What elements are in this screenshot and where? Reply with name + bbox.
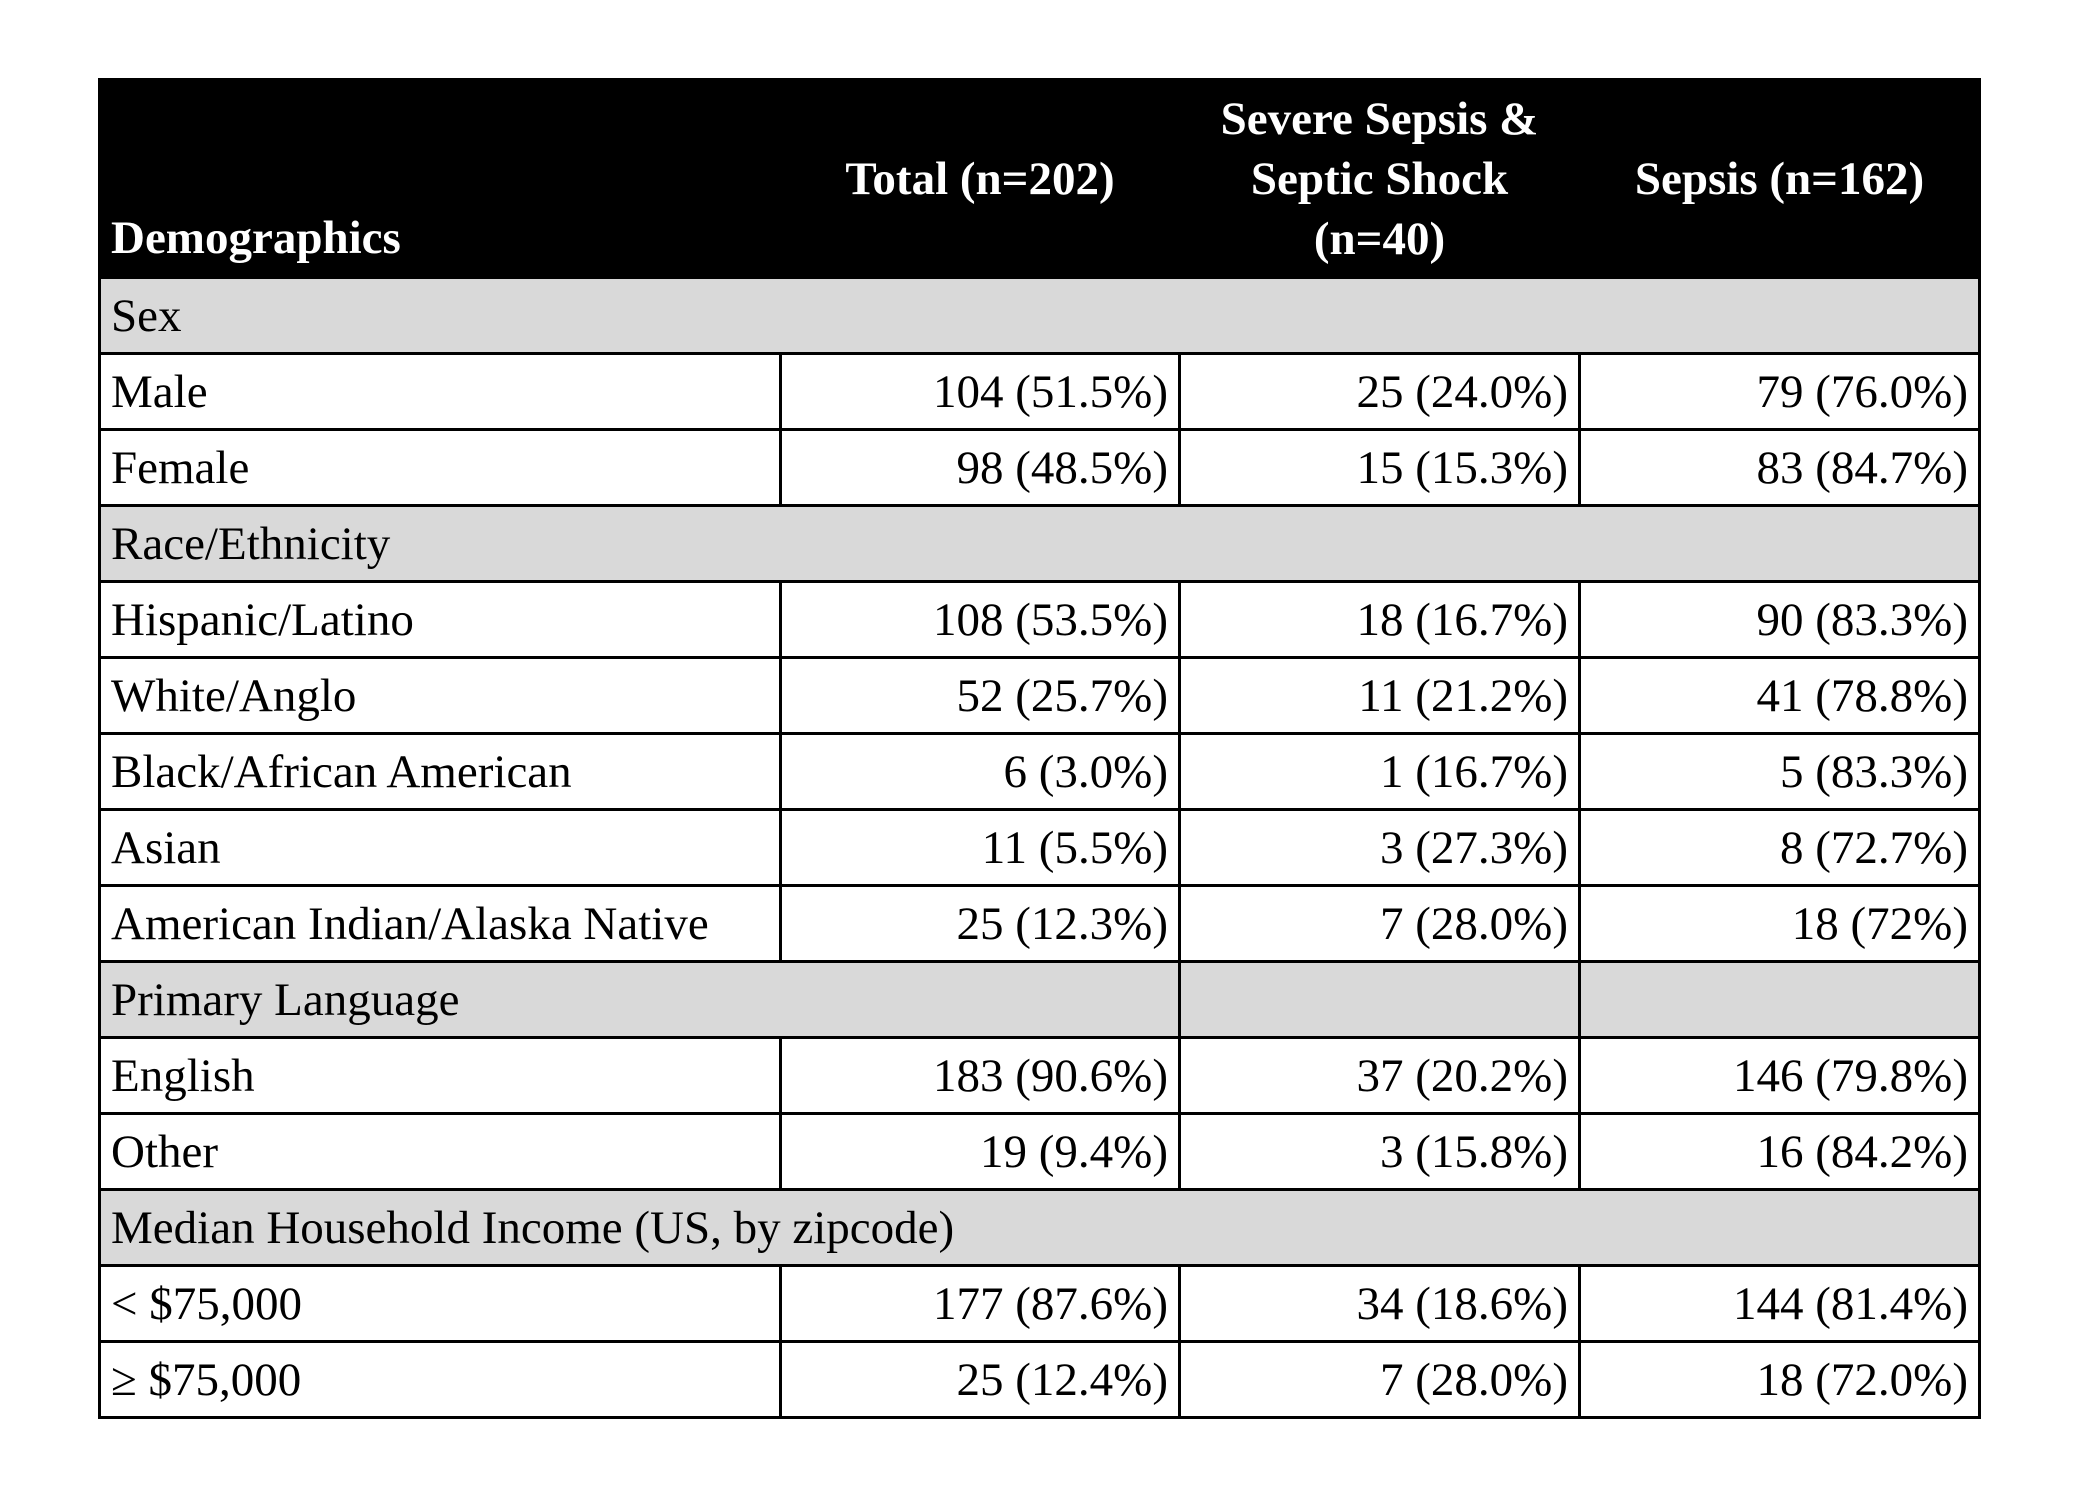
section-blank-cell [1578,960,1981,1039]
cell-severe: 37 (20.2%) [1178,1036,1581,1115]
header-total: Total (n=202) [779,78,1181,279]
table-row: ≥ $75,000 25 (12.4%) 7 (28.0%) 18 (72.0%… [98,1340,1981,1419]
cell-sepsis: 90 (83.3%) [1578,580,1981,659]
cell-sepsis: 8 (72.7%) [1578,808,1981,887]
table-row: American Indian/Alaska Native 25 (12.3%)… [98,884,1981,963]
section-title-race: Race/Ethnicity [98,504,1981,583]
cell-total: 6 (3.0%) [779,732,1181,811]
cell-total: 183 (90.6%) [779,1036,1181,1115]
table-row: < $75,000 177 (87.6%) 34 (18.6%) 144 (81… [98,1264,1981,1343]
cell-sepsis: 83 (84.7%) [1578,428,1981,507]
cell-sepsis: 144 (81.4%) [1578,1264,1981,1343]
row-label: American Indian/Alaska Native [98,884,782,963]
table-body: Sex Male 104 (51.5%) 25 (24.0%) 79 (76.0… [98,276,1981,1419]
cell-total: 104 (51.5%) [779,352,1181,431]
section-title-sex: Sex [98,276,1981,355]
cell-sepsis: 16 (84.2%) [1578,1112,1981,1191]
cell-total: 19 (9.4%) [779,1112,1181,1191]
cell-total: 52 (25.7%) [779,656,1181,735]
row-label: Asian [98,808,782,887]
section-blank-cell [1178,960,1581,1039]
cell-sepsis: 146 (79.8%) [1578,1036,1981,1115]
header-severe-line1: Severe Sepsis & [1220,92,1539,145]
cell-sepsis: 41 (78.8%) [1578,656,1981,735]
cell-severe: 3 (27.3%) [1178,808,1581,887]
table-row: Hispanic/Latino 108 (53.5%) 18 (16.7%) 9… [98,580,1981,659]
cell-severe: 25 (24.0%) [1178,352,1581,431]
table-row: Male 104 (51.5%) 25 (24.0%) 79 (76.0%) [98,352,1981,431]
section-row-language: Primary Language [98,960,1981,1039]
cell-total: 25 (12.4%) [779,1340,1181,1419]
section-title-income: Median Household Income (US, by zipcode) [98,1188,1981,1267]
cell-severe: 11 (21.2%) [1178,656,1581,735]
table-row: White/Anglo 52 (25.7%) 11 (21.2%) 41 (78… [98,656,1981,735]
header-severe-line3: (n=40) [1313,212,1446,265]
table-row: Black/African American 6 (3.0%) 1 (16.7%… [98,732,1981,811]
cell-sepsis: 79 (76.0%) [1578,352,1981,431]
cell-total: 177 (87.6%) [779,1264,1181,1343]
cell-sepsis: 18 (72%) [1578,884,1981,963]
table-row: Female 98 (48.5%) 15 (15.3%) 83 (84.7%) [98,428,1981,507]
table-row: English 183 (90.6%) 37 (20.2%) 146 (79.8… [98,1036,1981,1115]
cell-sepsis: 18 (72.0%) [1578,1340,1981,1419]
cell-severe: 7 (28.0%) [1178,1340,1581,1419]
cell-total: 25 (12.3%) [779,884,1181,963]
cell-severe: 15 (15.3%) [1178,428,1581,507]
section-title-language: Primary Language [98,960,1181,1039]
header-demographics: Demographics [98,78,782,279]
cell-sepsis: 5 (83.3%) [1578,732,1981,811]
demographics-table: Demographics Total (n=202) Severe Sepsis… [98,78,1981,1419]
table-header: Demographics Total (n=202) Severe Sepsis… [98,78,1981,279]
row-label: Female [98,428,782,507]
row-label: Black/African American [98,732,782,811]
cell-total: 11 (5.5%) [779,808,1181,887]
section-row-income: Median Household Income (US, by zipcode) [98,1188,1981,1267]
table-row: Other 19 (9.4%) 3 (15.8%) 16 (84.2%) [98,1112,1981,1191]
header-severe-line2: Septic Shock [1250,152,1509,205]
cell-severe: 18 (16.7%) [1178,580,1581,659]
cell-severe: 3 (15.8%) [1178,1112,1581,1191]
section-row-sex: Sex [98,276,1981,355]
row-label: ≥ $75,000 [98,1340,782,1419]
row-label: Hispanic/Latino [98,580,782,659]
row-label: < $75,000 [98,1264,782,1343]
table-row: Asian 11 (5.5%) 3 (27.3%) 8 (72.7%) [98,808,1981,887]
header-severe-sepsis: Severe Sepsis & Septic Shock (n=40) [1178,78,1581,279]
cell-total: 108 (53.5%) [779,580,1181,659]
cell-severe: 34 (18.6%) [1178,1264,1581,1343]
header-row: Demographics Total (n=202) Severe Sepsis… [98,78,1981,279]
cell-total: 98 (48.5%) [779,428,1181,507]
header-sepsis: Sepsis (n=162) [1578,78,1981,279]
section-row-race: Race/Ethnicity [98,504,1981,583]
row-label: White/Anglo [98,656,782,735]
row-label: Other [98,1112,782,1191]
row-label: English [98,1036,782,1115]
row-label: Male [98,352,782,431]
cell-severe: 1 (16.7%) [1178,732,1581,811]
cell-severe: 7 (28.0%) [1178,884,1581,963]
